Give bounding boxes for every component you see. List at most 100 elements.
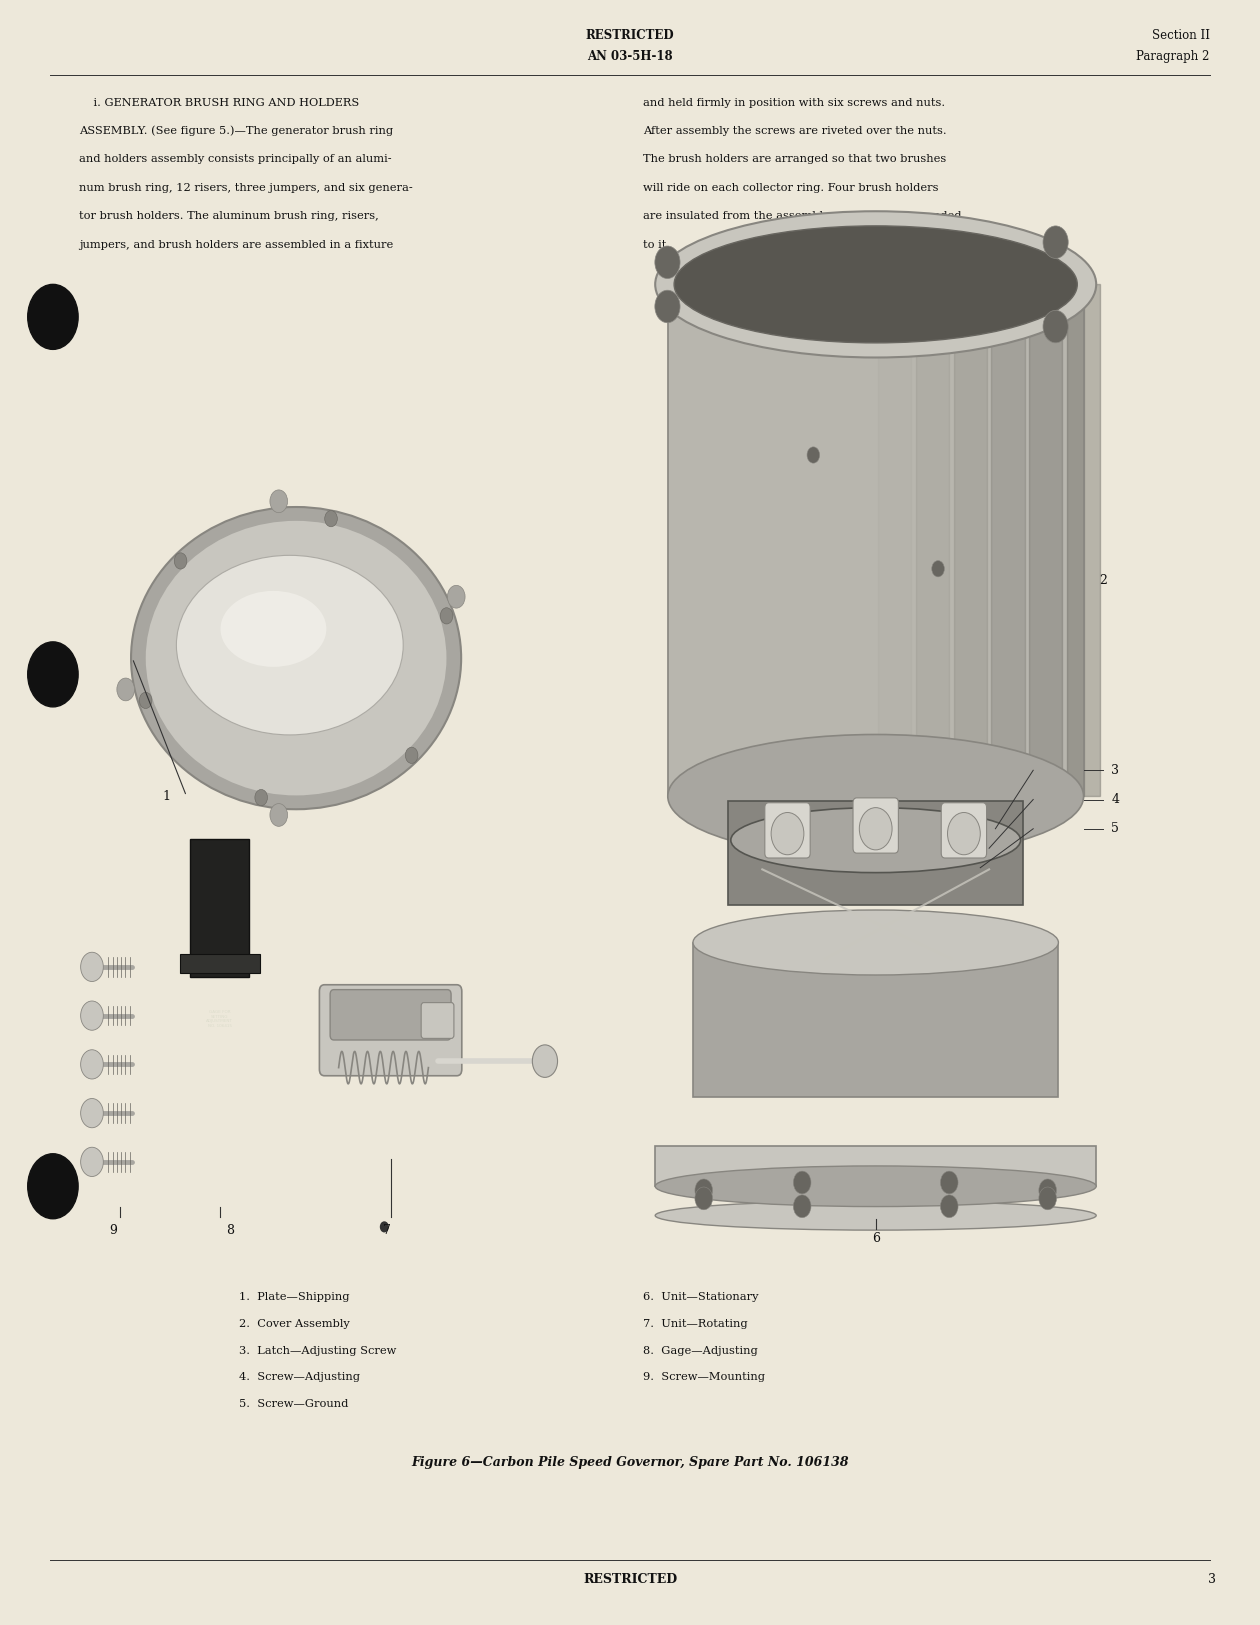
- Circle shape: [1038, 1180, 1056, 1202]
- Ellipse shape: [655, 1201, 1096, 1230]
- FancyBboxPatch shape: [853, 798, 898, 853]
- Circle shape: [117, 678, 135, 700]
- Circle shape: [270, 804, 287, 827]
- Text: 4.  Screw—Adjusting: 4. Screw—Adjusting: [239, 1372, 360, 1383]
- Text: 8: 8: [227, 1224, 234, 1237]
- Text: will ride on each collector ring. Four brush holders: will ride on each collector ring. Four b…: [643, 182, 939, 193]
- Text: GAGE FOR
SETTING
ADJUSTMENT
NO. 106415: GAGE FOR SETTING ADJUSTMENT NO. 106415: [207, 1011, 233, 1027]
- Text: 8.  Gage—Adjusting: 8. Gage—Adjusting: [643, 1346, 757, 1355]
- Circle shape: [174, 552, 186, 569]
- Circle shape: [28, 284, 78, 349]
- Ellipse shape: [674, 226, 1077, 343]
- Text: The brush holders are arranged so that two brushes: The brush holders are arranged so that t…: [643, 154, 946, 164]
- Text: RESTRICTED: RESTRICTED: [583, 1573, 677, 1586]
- Circle shape: [859, 808, 892, 850]
- Circle shape: [940, 1194, 958, 1217]
- Text: 5.  Screw—Ground: 5. Screw—Ground: [239, 1399, 349, 1409]
- FancyBboxPatch shape: [655, 1146, 1096, 1186]
- Text: 9: 9: [110, 1224, 117, 1237]
- Circle shape: [1038, 1186, 1056, 1209]
- Text: 4: 4: [1111, 793, 1119, 806]
- Circle shape: [931, 561, 945, 577]
- Circle shape: [28, 1154, 78, 1219]
- Circle shape: [532, 1045, 558, 1077]
- Circle shape: [81, 952, 103, 982]
- Circle shape: [940, 1172, 958, 1194]
- Polygon shape: [668, 284, 1084, 796]
- FancyBboxPatch shape: [765, 803, 810, 858]
- Text: tor brush holders. The aluminum brush ring, risers,: tor brush holders. The aluminum brush ri…: [79, 211, 379, 221]
- Text: Paragraph 2: Paragraph 2: [1137, 50, 1210, 63]
- Text: AN 03-5H-18: AN 03-5H-18: [587, 50, 673, 63]
- Ellipse shape: [731, 808, 1021, 873]
- Circle shape: [81, 1147, 103, 1176]
- Circle shape: [655, 291, 680, 323]
- Circle shape: [1043, 310, 1068, 343]
- Text: 6: 6: [872, 1232, 879, 1245]
- Text: 3: 3: [1208, 1573, 1216, 1586]
- Text: and held firmly in position with six screws and nuts.: and held firmly in position with six scr…: [643, 98, 945, 107]
- FancyBboxPatch shape: [320, 985, 461, 1076]
- Circle shape: [1043, 226, 1068, 258]
- Ellipse shape: [145, 520, 447, 796]
- Text: 7: 7: [383, 1224, 391, 1237]
- Circle shape: [28, 642, 78, 707]
- Text: 9.  Screw—Mounting: 9. Screw—Mounting: [643, 1372, 765, 1383]
- Ellipse shape: [655, 211, 1096, 358]
- Circle shape: [140, 692, 152, 708]
- Circle shape: [255, 790, 267, 806]
- Circle shape: [794, 1172, 811, 1194]
- Ellipse shape: [655, 1167, 1096, 1206]
- Text: RESTRICTED: RESTRICTED: [586, 29, 674, 42]
- FancyBboxPatch shape: [190, 838, 249, 977]
- Circle shape: [696, 1180, 713, 1202]
- Ellipse shape: [668, 734, 1084, 858]
- Text: 3: 3: [1111, 764, 1119, 777]
- Circle shape: [771, 812, 804, 855]
- Ellipse shape: [220, 592, 326, 666]
- Circle shape: [696, 1186, 713, 1209]
- Circle shape: [948, 812, 980, 855]
- Polygon shape: [1029, 284, 1062, 796]
- FancyBboxPatch shape: [421, 1003, 454, 1038]
- Text: 1: 1: [163, 790, 170, 803]
- Text: 7.  Unit—Rotating: 7. Unit—Rotating: [643, 1320, 747, 1329]
- Circle shape: [381, 1222, 388, 1232]
- Text: and holders assembly consists principally of an alumi-: and holders assembly consists principall…: [79, 154, 392, 164]
- Circle shape: [81, 1098, 103, 1128]
- Text: 3.  Latch—Adjusting Screw: 3. Latch—Adjusting Screw: [239, 1346, 397, 1355]
- Text: num brush ring, 12 risers, three jumpers, and six genera-: num brush ring, 12 risers, three jumpers…: [79, 182, 413, 193]
- Circle shape: [806, 447, 819, 463]
- Circle shape: [270, 489, 287, 512]
- Circle shape: [440, 608, 452, 624]
- Polygon shape: [954, 284, 987, 796]
- Text: Section II: Section II: [1152, 29, 1210, 42]
- Text: 5: 5: [1111, 822, 1119, 835]
- Ellipse shape: [131, 507, 461, 809]
- Text: jumpers, and brush holders are assembled in a fixture: jumpers, and brush holders are assembled…: [79, 239, 393, 250]
- Text: 2: 2: [1099, 574, 1106, 587]
- Circle shape: [447, 585, 465, 608]
- Circle shape: [406, 748, 418, 764]
- Circle shape: [81, 1001, 103, 1030]
- Circle shape: [81, 1050, 103, 1079]
- Polygon shape: [916, 284, 949, 796]
- Circle shape: [794, 1194, 811, 1217]
- Ellipse shape: [176, 556, 403, 734]
- FancyBboxPatch shape: [180, 954, 260, 973]
- FancyBboxPatch shape: [941, 803, 987, 858]
- Polygon shape: [1067, 284, 1100, 796]
- Text: 6.  Unit—Stationary: 6. Unit—Stationary: [643, 1292, 759, 1302]
- Text: 1.  Plate—Shipping: 1. Plate—Shipping: [239, 1292, 350, 1302]
- FancyBboxPatch shape: [728, 801, 1023, 905]
- Circle shape: [655, 245, 680, 278]
- FancyBboxPatch shape: [693, 942, 1058, 1097]
- Text: are insulated from the assembly and two are grounded: are insulated from the assembly and two …: [643, 211, 961, 221]
- Text: ASSEMBLY. (See figure 5.)—The generator brush ring: ASSEMBLY. (See figure 5.)—The generator …: [79, 127, 393, 136]
- Text: i. GENERATOR BRUSH RING AND HOLDERS: i. GENERATOR BRUSH RING AND HOLDERS: [79, 98, 359, 107]
- Ellipse shape: [693, 910, 1058, 975]
- Text: Figure 6—Carbon Pile Speed Governor, Spare Part No. 106138: Figure 6—Carbon Pile Speed Governor, Spa…: [411, 1456, 849, 1469]
- Circle shape: [325, 510, 338, 526]
- Text: 2.  Cover Assembly: 2. Cover Assembly: [239, 1320, 350, 1329]
- Text: After assembly the screws are riveted over the nuts.: After assembly the screws are riveted ov…: [643, 127, 946, 136]
